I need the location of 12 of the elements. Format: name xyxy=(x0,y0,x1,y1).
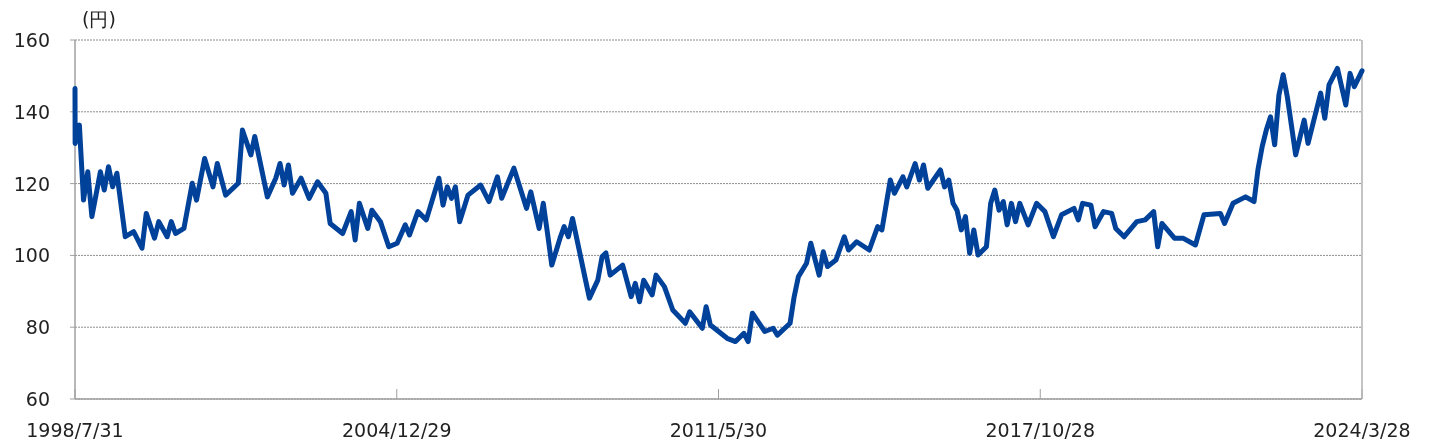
x-tick-label: 1998/7/31 xyxy=(26,419,124,441)
x-tick-label: 2017/10/28 xyxy=(985,419,1096,441)
y-tick-label: 60 xyxy=(25,388,50,410)
y-tick-label: 100 xyxy=(13,244,50,267)
x-tick-label: 2024/3/28 xyxy=(1313,419,1411,441)
x-tick-label: 2011/5/30 xyxy=(669,419,768,441)
x-tick-label: 2004/12/29 xyxy=(341,419,452,441)
y-tick-label: 120 xyxy=(13,172,50,195)
y-axis-title: (円) xyxy=(82,8,116,30)
y-tick-label: 140 xyxy=(13,100,50,123)
y-tick-label: 160 xyxy=(13,29,50,51)
y-tick-label: 80 xyxy=(25,316,50,339)
